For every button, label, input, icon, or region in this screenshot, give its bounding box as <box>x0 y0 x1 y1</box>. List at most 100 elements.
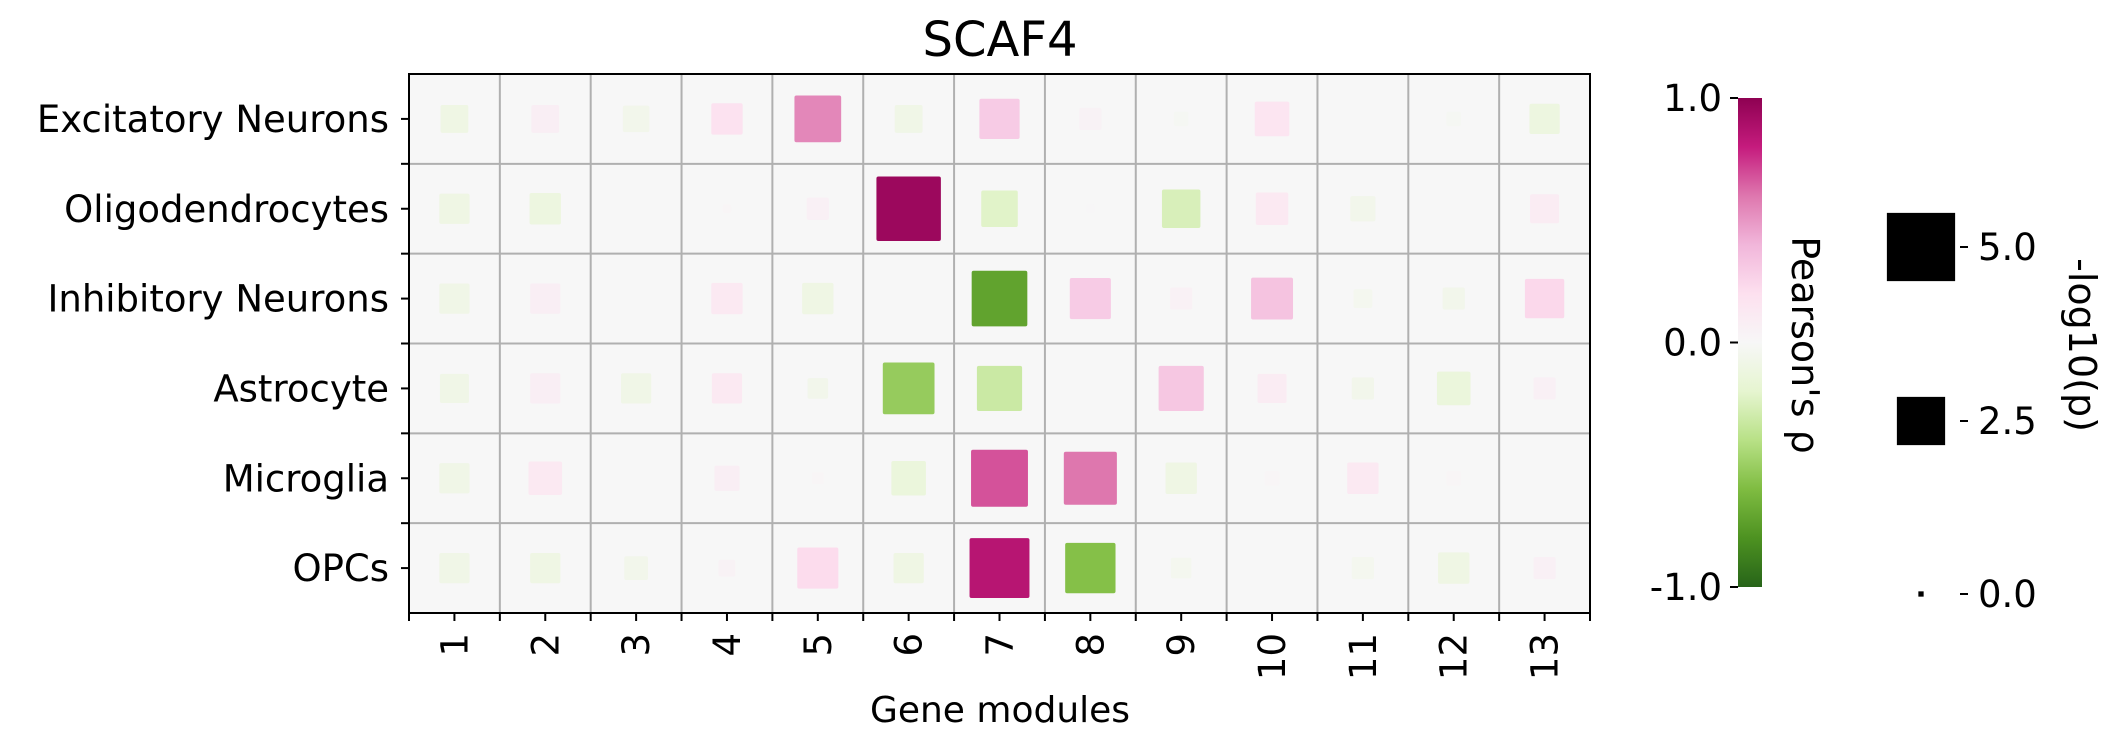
heatmap-cell <box>439 283 470 314</box>
heatmap-cell <box>718 559 736 577</box>
heatmap-cell <box>1158 365 1204 412</box>
x-tick-label: 10 <box>1251 633 1294 680</box>
heatmap-cell <box>1170 557 1192 579</box>
heatmap-cell <box>714 465 740 491</box>
size-legend-marker <box>1886 212 1956 282</box>
heatmap-cell <box>1350 196 1376 222</box>
heatmap-cell <box>797 547 839 589</box>
y-tick-label: Astrocyte <box>213 367 389 410</box>
y-tick-label: OPCs <box>292 547 389 590</box>
heatmap-cell <box>1170 287 1193 310</box>
heatmap-cell <box>1079 107 1102 131</box>
heatmap-cell <box>1161 189 1201 228</box>
heatmap-cell <box>1533 556 1556 580</box>
heatmap-cell <box>1173 111 1189 127</box>
heatmap-cell <box>620 373 652 404</box>
heatmap-cell <box>1530 194 1560 224</box>
heatmap-cell <box>1069 278 1111 320</box>
y-tick-label: Oligodendrocytes <box>64 188 389 231</box>
x-tick-label: 2 <box>524 633 567 657</box>
colorbar-tick-label: 0.0 <box>1663 322 1722 365</box>
plot-area <box>408 73 1591 614</box>
heatmap-cell <box>1542 475 1547 481</box>
x-axis-label: Gene modules <box>870 690 1130 731</box>
heatmap-cell <box>811 472 824 485</box>
heatmap-cell <box>1360 116 1366 122</box>
heatmap-cell <box>806 197 829 220</box>
size-legend-marker <box>1896 396 1946 446</box>
heatmap-cell <box>530 373 561 404</box>
heatmap-cell <box>971 270 1028 327</box>
heatmap-cell <box>711 373 743 404</box>
heatmap-cell <box>981 190 1018 228</box>
heatmap-cell <box>894 105 923 133</box>
heatmap-cell <box>1088 386 1093 391</box>
heatmap-cell <box>1524 278 1565 319</box>
heatmap-cell <box>1347 462 1379 494</box>
heatmap-cell <box>1165 462 1197 494</box>
heatmap-cell <box>633 475 639 481</box>
heatmap-cell <box>1351 556 1374 580</box>
heatmap-cell <box>794 95 842 143</box>
heatmap-cell <box>530 552 561 584</box>
x-tick-label: 1 <box>433 633 476 657</box>
x-tick-label: 3 <box>615 633 658 657</box>
heatmap-cell <box>622 105 650 133</box>
heatmap-cell <box>979 98 1020 140</box>
heatmap-cell <box>1438 552 1470 584</box>
heatmap-cell <box>1446 470 1461 486</box>
heatmap-cell <box>876 176 941 241</box>
heatmap-cell <box>1267 563 1277 573</box>
heatmap-cell <box>1529 103 1560 135</box>
heatmap-cell <box>969 538 1030 599</box>
heatmap-cell <box>1449 204 1458 213</box>
heatmap-cell <box>802 282 834 315</box>
y-axis: Excitatory Neurons Oligodendrocytes Inhibi… <box>37 98 409 590</box>
x-axis: 1 2 3 4 5 6 7 8 9 10 11 12 13 <box>408 613 1591 680</box>
heatmap-cell <box>530 283 561 314</box>
heatmap-cell <box>882 362 935 415</box>
heatmap-cell <box>906 296 911 301</box>
heatmap-cell <box>1436 371 1471 406</box>
heatmap-cell <box>711 103 743 135</box>
colorbar: 1.0 0.0 -1.0 <box>1650 77 1762 609</box>
heatmap-cell <box>439 552 470 584</box>
heatmap-cell <box>531 105 560 133</box>
heatmap-cell <box>1065 542 1116 594</box>
heatmap-cell <box>722 204 732 213</box>
heatmap-cell <box>529 193 561 225</box>
x-tick-label: 5 <box>797 633 840 657</box>
heatmap-cell <box>1533 377 1556 400</box>
heatmap-cell <box>633 206 639 212</box>
heatmap-cell <box>1446 111 1461 127</box>
heatmap-cell <box>1255 192 1289 225</box>
x-tick-label: 4 <box>706 633 749 657</box>
y-tick-label: Microglia <box>223 457 389 500</box>
y-tick-label: Excitatory Neurons <box>37 98 389 141</box>
heatmap-cell <box>893 552 924 584</box>
heatmap-cell <box>971 449 1028 507</box>
size-legend-label: -log10(p) <box>2060 258 2104 432</box>
size-legend-tick-label: 2.5 <box>1978 400 2037 443</box>
heatmap-cell <box>1351 377 1374 400</box>
heatmap-cell <box>807 378 829 399</box>
heatmap-cell <box>439 463 470 494</box>
heatmap-cell <box>439 373 469 403</box>
chart-title: SCAF4 <box>923 12 1078 68</box>
heatmap-cell <box>1251 277 1294 320</box>
x-tick-label: 7 <box>979 633 1022 657</box>
heatmap-cell <box>1254 101 1290 137</box>
colorbar-tick-label: -1.0 <box>1650 566 1722 609</box>
x-tick-label: 12 <box>1433 633 1476 680</box>
heatmap-cell <box>1063 451 1117 505</box>
x-tick-label: 6 <box>888 633 931 657</box>
heatmap-cell <box>1264 470 1280 486</box>
heatmap-cell <box>528 461 563 496</box>
heatmap-cell <box>711 282 743 315</box>
x-tick-label: 13 <box>1524 633 1567 680</box>
heatmap-cell <box>1086 204 1095 213</box>
heatmap-cell <box>633 296 639 301</box>
heatmap-cell <box>440 105 469 133</box>
y-tick-label: Inhibitory Neurons <box>47 278 389 321</box>
